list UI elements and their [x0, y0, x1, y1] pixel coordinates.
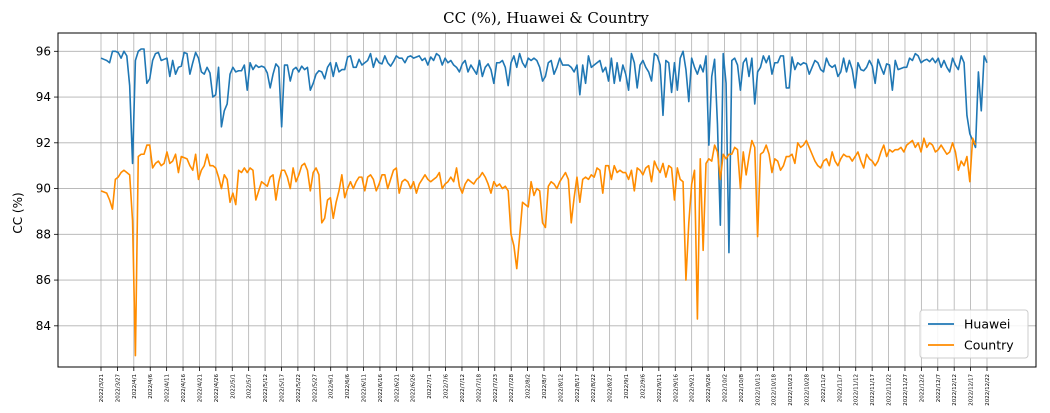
y-tick-label: 96: [36, 44, 51, 58]
x-tick-label: 2022/4/16: [181, 374, 187, 403]
x-tick-label: 2022/4/1: [132, 374, 138, 399]
chart-title: CC (%), Huawei & Country: [443, 9, 649, 27]
legend-box: [919, 309, 1029, 359]
x-tick-label: 2022/4/11: [165, 374, 171, 402]
legend-label-huawei: Huawei: [964, 317, 1010, 332]
x-tick-label: 2022/7/1: [427, 374, 433, 399]
x-tick-label: 2022/10/13: [755, 374, 761, 406]
x-tick-label: 2022/10/18: [772, 374, 778, 406]
x-tick-label: 2022/6/1: [329, 374, 335, 399]
series-line-huawei: [100, 48, 988, 254]
x-tick-label: 2022/12/22: [985, 374, 991, 406]
x-tick-label: 2022/12/17: [969, 374, 975, 406]
x-tick-label: 2022/11/12: [854, 374, 860, 406]
y-axis-ticks: 84 86 88 90 92 94 96: [36, 44, 58, 333]
grid-lines: [58, 33, 1036, 367]
y-tick-label: 88: [36, 227, 51, 241]
y-tick-label: 86: [36, 273, 51, 287]
x-tick-label: 2022/6/16: [378, 374, 384, 403]
x-tick-label: 2022/7/12: [460, 374, 466, 402]
series-line-country: [100, 137, 977, 357]
x-tick-label: 2022/6/11: [362, 374, 368, 402]
x-tick-label: 2022/7/18: [476, 374, 482, 403]
x-tick-label: 2022/11/22: [887, 374, 893, 406]
x-tick-label: 2022/11/27: [903, 374, 909, 406]
x-tick-label: 2022/3/21: [99, 374, 105, 402]
y-tick-label: 92: [36, 136, 51, 150]
x-tick-label: 2022/7/28: [509, 374, 515, 403]
x-tick-label: 2022/9/26: [706, 374, 712, 403]
x-tick-label: 2022/5/17: [279, 374, 285, 403]
x-tick-label: 2022/4/21: [197, 374, 203, 402]
legend-label-country: Country: [964, 338, 1014, 353]
x-tick-label: 2022/7/6: [444, 374, 450, 399]
y-tick-label: 84: [36, 319, 51, 333]
y-tick-label: 90: [36, 182, 51, 196]
x-tick-label: 2022/12/12: [952, 374, 958, 406]
x-tick-label: 2022/8/27: [608, 374, 614, 403]
x-tick-label: 2022/11/7: [837, 374, 843, 403]
x-tick-label: 2022/3/27: [115, 374, 121, 403]
x-tick-label: 2022/4/26: [214, 374, 220, 403]
x-tick-label: 2022/6/6: [345, 374, 351, 399]
plot-frame: [57, 32, 1037, 368]
x-tick-label: 2022/12/7: [936, 374, 942, 403]
x-tick-label: 2022/9/21: [690, 374, 696, 402]
x-tick-label: 2022/10/2: [722, 374, 728, 402]
x-tick-label: 2022/8/17: [575, 374, 581, 403]
x-tick-label: 2022/8/2: [526, 374, 532, 399]
x-tick-label: 2022/12/2: [919, 374, 925, 402]
x-tick-label: 2022/9/11: [657, 374, 663, 402]
x-tick-label: 2022/10/28: [805, 374, 811, 406]
legend: Huawei Country: [919, 309, 1029, 359]
x-tick-label: 2022/11/17: [870, 374, 876, 406]
x-tick-label: 2022/8/12: [558, 374, 564, 402]
y-tick-label: 94: [36, 90, 51, 104]
x-tick-label: 2022/5/12: [263, 374, 269, 402]
x-tick-label: 2022/5/1: [230, 374, 236, 399]
x-tick-label: 2022/5/22: [296, 374, 302, 402]
x-tick-label: 2022/6/21: [394, 374, 400, 402]
x-tick-label: 2022/10/23: [788, 374, 794, 406]
y-axis-label: CC (%): [11, 192, 25, 233]
x-tick-label: 2022/9/1: [624, 374, 630, 399]
x-tick-label: 2022/9/6: [640, 374, 646, 399]
x-tick-label: 2022/4/6: [148, 374, 154, 399]
x-tick-label: 2022/10/8: [739, 374, 745, 403]
x-tick-label: 2022/5/27: [312, 374, 318, 403]
x-tick-label: 2022/5/7: [247, 374, 253, 399]
series-layer: [100, 48, 988, 357]
x-tick-label: 2022/8/7: [542, 374, 548, 399]
x-tick-label: 2022/9/16: [673, 374, 679, 403]
x-tick-label: 2022/7/23: [493, 374, 499, 403]
x-tick-label: 2022/8/22: [591, 374, 597, 402]
x-tick-label: 2022/6/26: [411, 374, 417, 403]
x-axis-ticks: 2022/3/21 2022/3/27 2022/4/1 2022/4/6 2022/4…: [99, 367, 991, 406]
x-tick-label: 2022/11/2: [821, 374, 827, 402]
